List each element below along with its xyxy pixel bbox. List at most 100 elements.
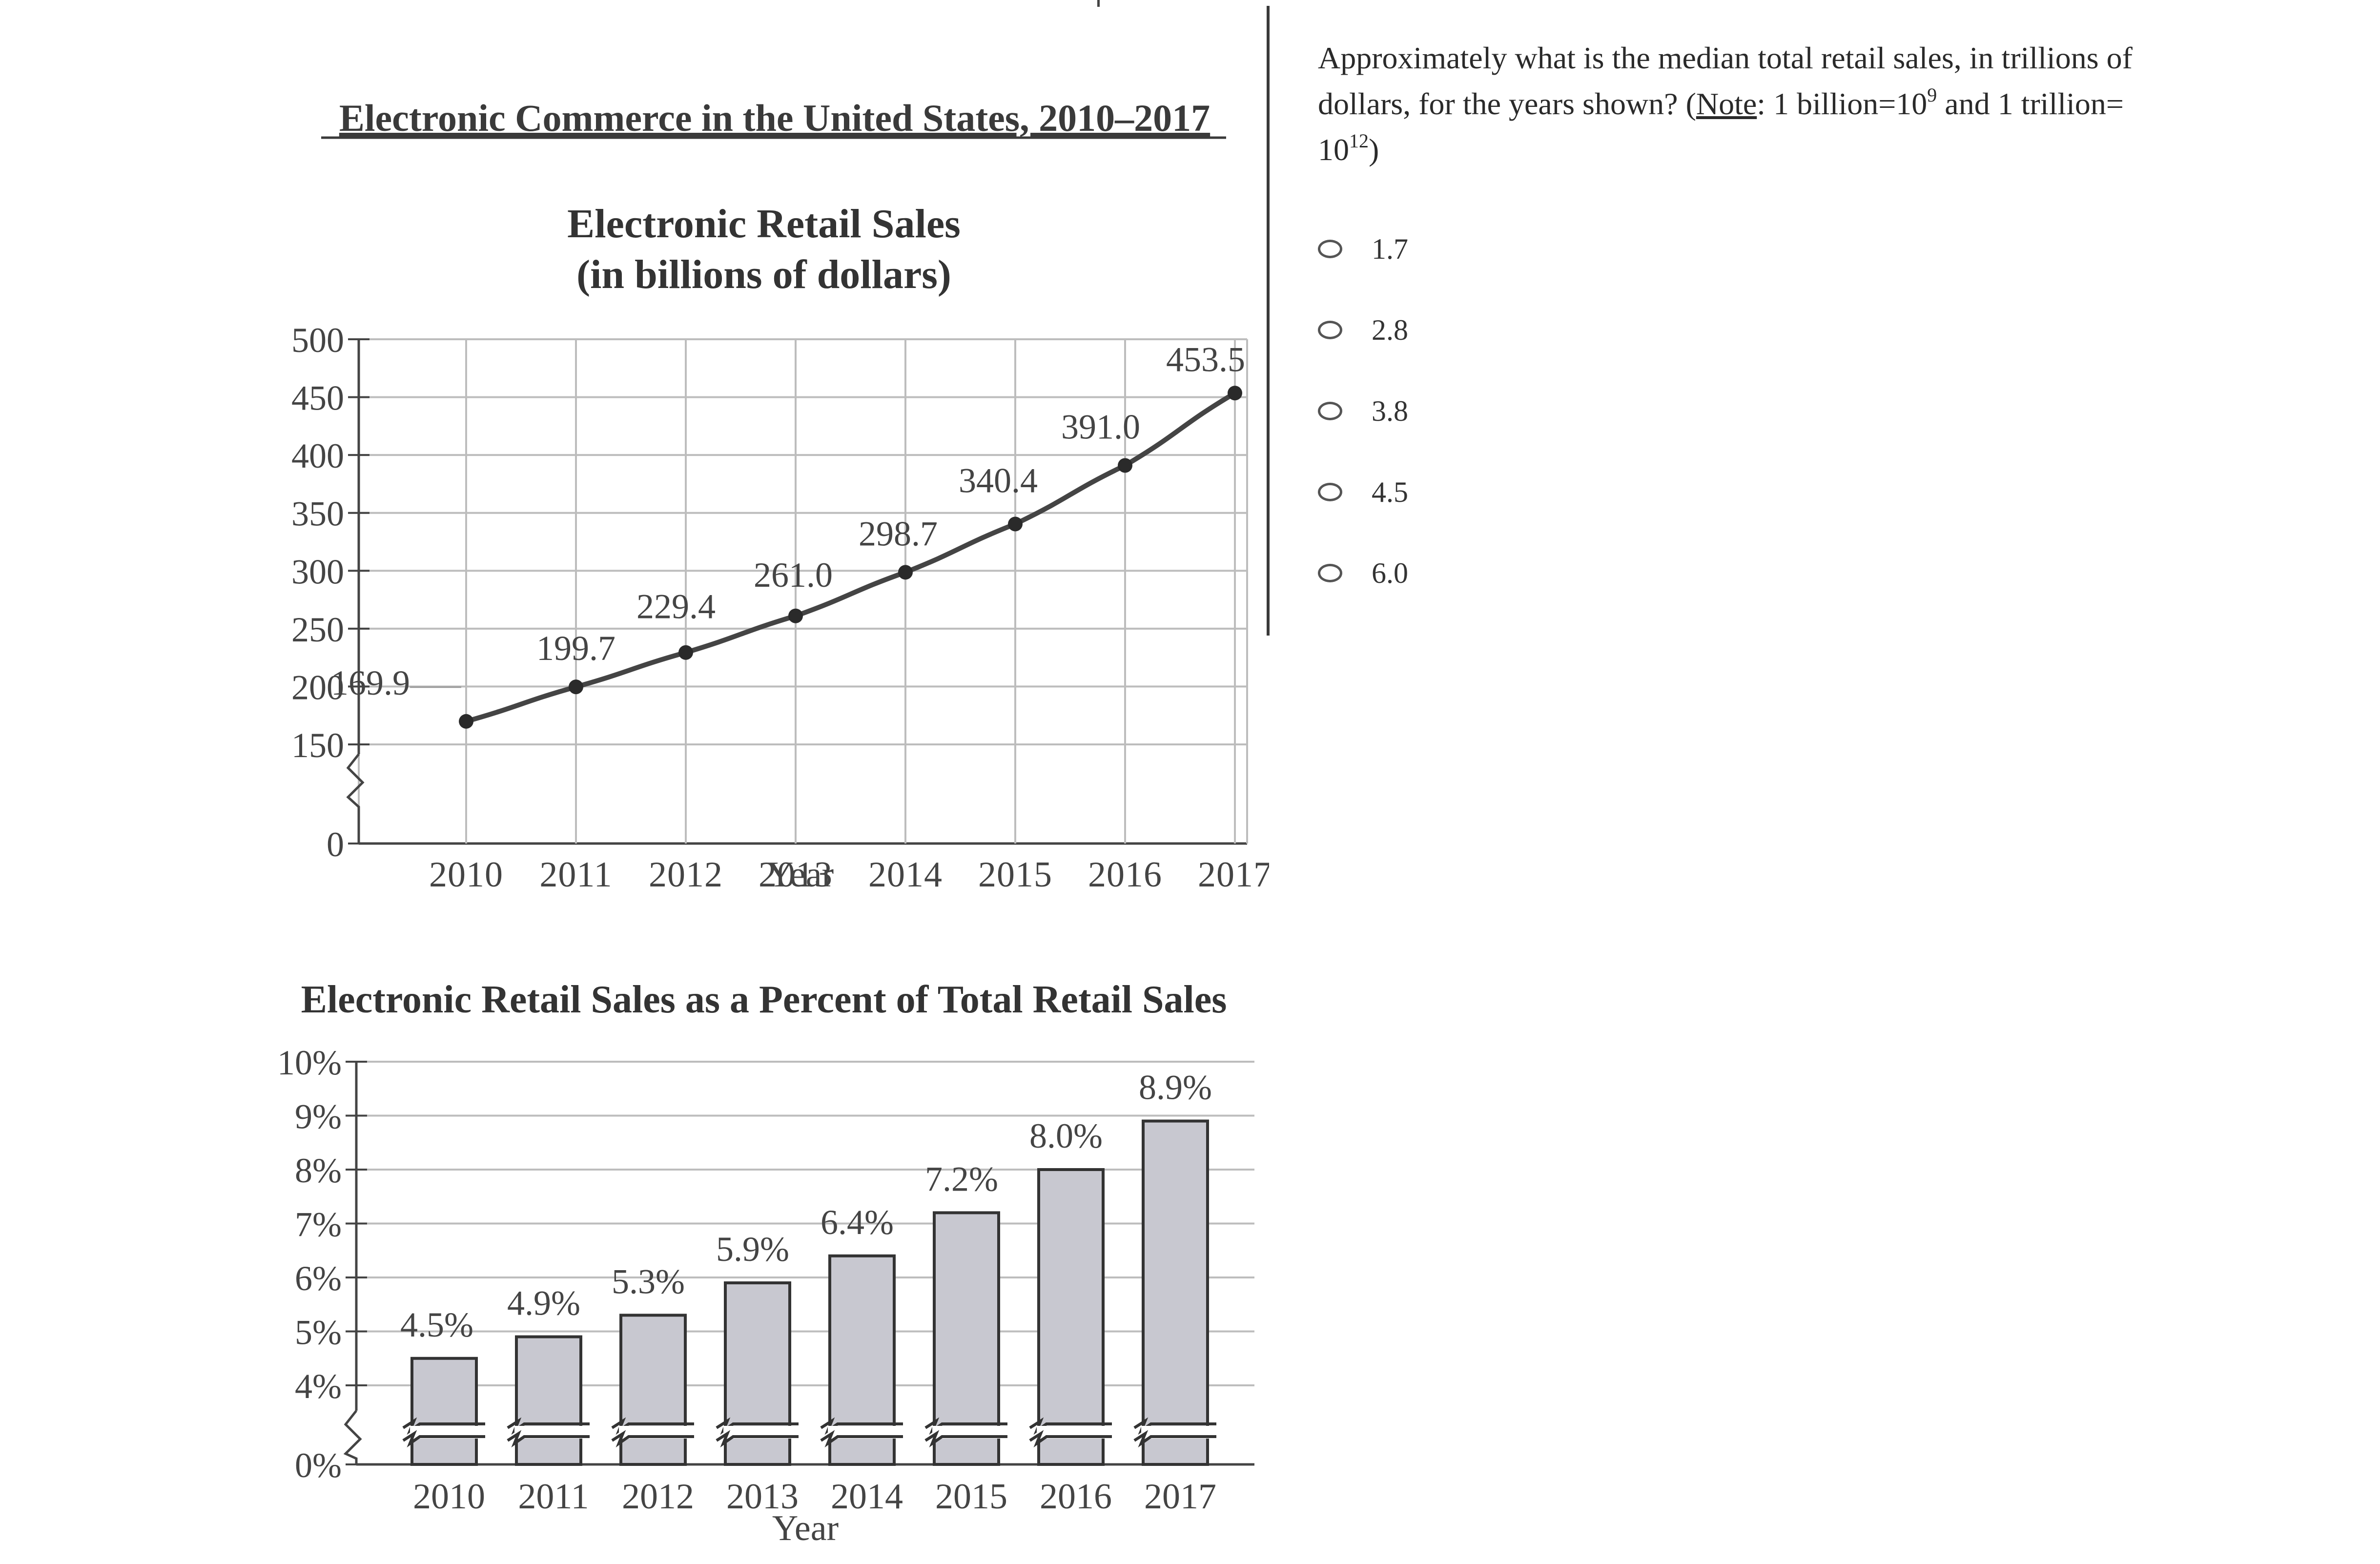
line-y-tick-label-0: 0 xyxy=(327,825,344,864)
bar-data-label-2015: 7.2% xyxy=(925,1159,998,1198)
bar-y-tick-label-8: 8% xyxy=(295,1151,342,1190)
bar-x-tick-label-2017: 2017 xyxy=(1144,1477,1216,1517)
radio-button-icon[interactable] xyxy=(1318,321,1342,339)
bar-x-tick-label-2014: 2014 xyxy=(831,1477,903,1517)
line-point-2010 xyxy=(459,714,473,729)
choice-label: 4.5 xyxy=(1372,475,1408,508)
bar-axis-break-icon xyxy=(343,1410,362,1464)
bar-2011 xyxy=(515,1335,582,1466)
line-point-2016 xyxy=(1118,458,1132,473)
line-x-tick-label-2010: 2010 xyxy=(429,855,503,895)
bar-x-tick-label-2013: 2013 xyxy=(726,1477,799,1517)
line-chart-series xyxy=(459,386,1242,729)
line-point-2015 xyxy=(1008,516,1023,532)
bar-data-label-2012: 5.3% xyxy=(612,1262,685,1301)
bar-y-tick-label-4: 4% xyxy=(295,1367,342,1406)
bar-chart-bars xyxy=(402,1119,1216,1466)
bar-y-tick-label-10: 10% xyxy=(277,1043,342,1082)
bar-y-tick-label-7: 7% xyxy=(295,1205,342,1244)
line-data-label-2010: 169.9 xyxy=(331,663,410,702)
note-trillion: and 1 trillion= xyxy=(1937,86,2124,121)
line-y-tick-label-400: 400 xyxy=(291,436,344,475)
radio-button-icon[interactable] xyxy=(1318,564,1342,582)
bar-x-tick-label-2012: 2012 xyxy=(622,1477,694,1517)
charts-figure: Electronic Commerce in the United States… xyxy=(277,97,1269,1548)
line-y-tick-label-150: 150 xyxy=(291,726,344,765)
line-chart-subtitle-1: Electronic Retail Sales xyxy=(567,201,961,247)
choice-label: 2.8 xyxy=(1372,313,1408,346)
question-stem: Approximately what is the median total r… xyxy=(1318,41,2133,121)
line-data-label-2011: 199.7 xyxy=(536,629,616,668)
figure-title: Electronic Commerce in the United States… xyxy=(339,97,1210,139)
line-y-tick-label-250: 250 xyxy=(291,610,344,649)
line-point-2011 xyxy=(569,679,583,695)
bar-y-tick-label-0: 0% xyxy=(295,1446,342,1485)
line-x-tick-label-2011: 2011 xyxy=(539,855,612,895)
bar-break-icon xyxy=(716,1430,799,1448)
answer-choices: 1.7 2.8 3.8 4.5 6.0 xyxy=(1318,208,1408,614)
line-point-2014 xyxy=(898,565,913,580)
line-y-tick-label-350: 350 xyxy=(291,494,344,534)
line-y-tick-label-450: 450 xyxy=(291,379,344,418)
closing-paren: ) xyxy=(1369,132,1379,167)
radio-button-icon[interactable] xyxy=(1318,240,1342,258)
line-chart: Electronic Commerce in the United States… xyxy=(291,97,1269,895)
choice-1-7[interactable]: 1.7 xyxy=(1318,208,1408,289)
choice-6-0[interactable]: 6.0 xyxy=(1318,533,1408,614)
question-text: Approximately what is the median total r… xyxy=(1318,35,2187,173)
line-y-tick-label-500: 500 xyxy=(291,321,344,360)
bar-chart-title: Electronic Retail Sales as a Percent of … xyxy=(301,978,1227,1021)
bar-y-tick-label-5: 5% xyxy=(295,1313,342,1352)
note-billion: : 1 billion=10 xyxy=(1757,86,1928,121)
line-x-tick-label-2012: 2012 xyxy=(649,855,723,895)
choice-label: 6.0 xyxy=(1372,556,1408,589)
line-x-tick-label-2016: 2016 xyxy=(1088,855,1162,895)
bar-data-label-2010: 4.5% xyxy=(400,1305,473,1344)
bar-x-tick-label-2011: 2011 xyxy=(518,1477,589,1517)
bar-chart-x-axis-title: Year xyxy=(772,1508,839,1548)
exponent-12: 12 xyxy=(1349,130,1369,152)
line-point-2013 xyxy=(788,608,803,623)
choice-label: 3.8 xyxy=(1372,394,1408,427)
line-y-tick-label-300: 300 xyxy=(291,552,344,591)
radio-button-icon[interactable] xyxy=(1318,483,1342,501)
line-data-label-2014: 298.7 xyxy=(859,514,938,553)
line-data-label-2016: 391.0 xyxy=(1061,407,1140,446)
line-chart-labels: 169.9 199.7 229.4 261.0 298.7 340.4 391.0 453.5 xyxy=(331,340,1245,702)
line-chart-axes: 500 450 400 350 300 250 200 150 0 2010 2011 2012 201… xyxy=(291,321,1269,895)
line-point-2017 xyxy=(1228,386,1242,401)
bar-chart-grid xyxy=(356,1061,1254,1466)
line-data-label-2017: 453.5 xyxy=(1166,340,1245,379)
bar-break-icon xyxy=(1029,1430,1112,1448)
bar-y-tick-label-9: 9% xyxy=(295,1097,342,1136)
choice-4-5[interactable]: 4.5 xyxy=(1318,452,1408,533)
bar-data-label-2016: 8.0% xyxy=(1029,1116,1103,1155)
bar-break-icon xyxy=(1133,1430,1216,1448)
bar-break-icon xyxy=(924,1430,1007,1448)
note-label: Note xyxy=(1696,86,1757,121)
question-panel: Approximately what is the median total r… xyxy=(1318,35,2187,589)
choice-2-8[interactable]: 2.8 xyxy=(1318,289,1408,370)
bar-data-label-2011: 4.9% xyxy=(507,1284,580,1323)
bar-chart-labels: 4.5% 4.9% 5.3% 5.9% 6.4% 7.2% 8.0% 8.9% xyxy=(400,1068,1212,1344)
bar-chart: Electronic Retail Sales as a Percent of … xyxy=(277,978,1254,1548)
radio-button-icon[interactable] xyxy=(1318,402,1342,420)
line-y-tick-label-200: 200 xyxy=(291,668,344,707)
bar-chart-axes: 10% 9% 8% 7% 6% 5% 4% 0% 2010 2011 2012 2013 2014 201… xyxy=(277,1043,1216,1517)
bar-break-icon xyxy=(402,1430,485,1448)
bar-2012 xyxy=(619,1314,687,1466)
choice-label: 1.7 xyxy=(1372,232,1408,265)
line-series-path xyxy=(465,391,1236,724)
bar-break-icon xyxy=(507,1430,590,1448)
bar-break-icon xyxy=(820,1430,903,1448)
bar-2017 xyxy=(1142,1119,1209,1466)
choice-3-8[interactable]: 3.8 xyxy=(1318,370,1408,452)
line-axis-break-icon xyxy=(346,753,365,844)
line-data-label-2013: 261.0 xyxy=(754,556,833,595)
bar-2010 xyxy=(410,1357,478,1466)
bar-data-label-2014: 6.4% xyxy=(821,1203,894,1242)
exponent-9: 9 xyxy=(1927,84,1937,106)
bar-2016 xyxy=(1037,1168,1105,1466)
line-x-tick-label-2015: 2015 xyxy=(978,855,1052,895)
line-point-2012 xyxy=(678,645,693,660)
